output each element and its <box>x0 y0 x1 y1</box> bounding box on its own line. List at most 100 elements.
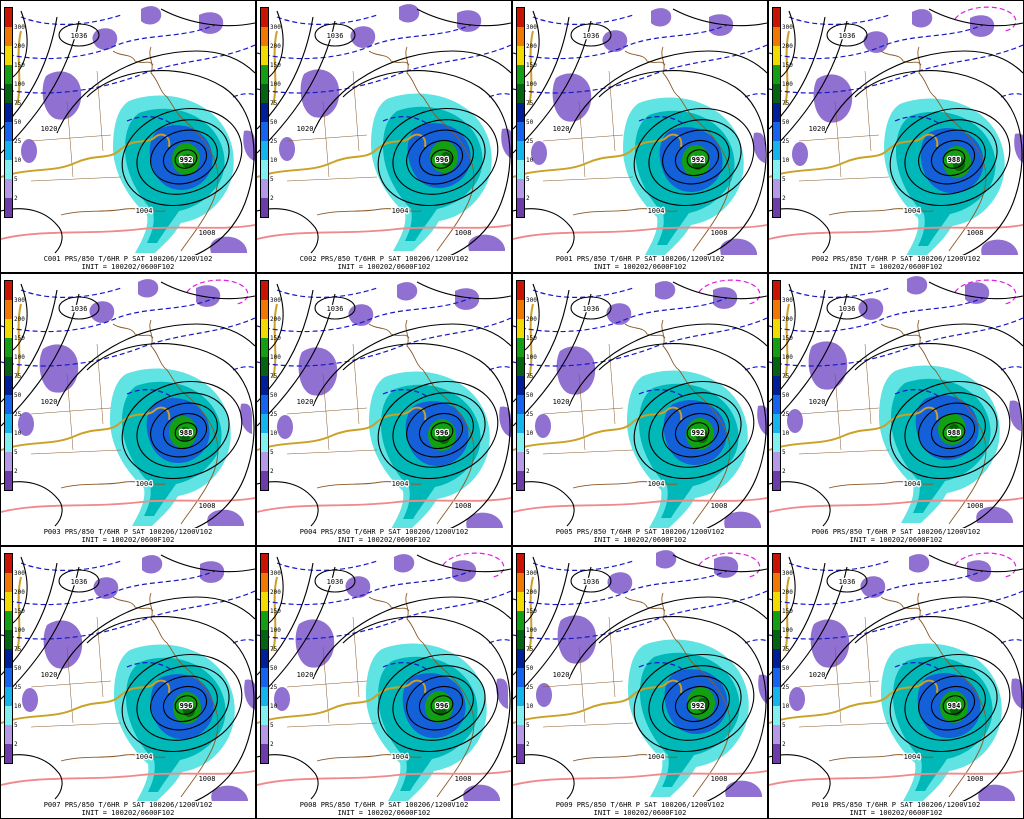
colorbar-tick-label: 100 <box>526 627 537 634</box>
map-labels-group: 1036 1020 1004 1008 992 <box>551 577 728 785</box>
colorbar-segment: 5 <box>773 160 786 183</box>
forecast-panel: 1036 1020 1004 1008 992 300 200 150 100 75 50… <box>512 0 768 273</box>
isobar-group <box>1 8 255 264</box>
contour-label-1020: 1020 <box>41 671 58 679</box>
colorbar-segment: 10 <box>517 687 533 710</box>
colorbar-segment: 75 <box>261 630 277 653</box>
colorbar-segment: 300 <box>5 8 25 31</box>
colorbar-tick-label: 10 <box>782 703 790 710</box>
colorbar-segment <box>261 744 268 763</box>
colorbar: 300 200 150 100 75 50 25 10 5 2 <box>260 553 281 764</box>
geography-group <box>798 319 987 525</box>
geography-group <box>286 46 475 252</box>
colorbar-segment: 300 <box>517 8 537 31</box>
coastline <box>661 592 731 798</box>
state-borders <box>30 70 122 182</box>
gulf-coast <box>316 754 422 762</box>
contour-label-1004: 1004 <box>392 480 409 488</box>
caption-line1: P007 PRS/850 T/6HR P SAT 100206/1200V102 <box>43 801 213 809</box>
low-center-label: 996 <box>436 156 449 164</box>
colorbar-tick-label: 200 <box>526 589 537 596</box>
colorbar-segment: 50 <box>517 103 533 126</box>
colorbar-tick-label: 2 <box>14 468 18 475</box>
map-labels-group: 1036 1020 1004 1008 992 <box>551 31 728 239</box>
weather-map: 1036 1020 1004 1008 988 <box>769 276 1023 537</box>
colorbar-segment: 2 <box>773 725 786 748</box>
colorbar-segment: 100 <box>517 611 537 634</box>
colorbar-tick-label: 100 <box>782 354 793 361</box>
contour-label-1004: 1004 <box>136 480 153 488</box>
colorbar-tick-label: 5 <box>14 722 18 729</box>
yellow-line-main <box>769 679 939 724</box>
map-labels-group: 1036 1020 1004 1008 988 <box>807 304 984 512</box>
contour-label-1020: 1020 <box>41 398 58 406</box>
magenta-contour <box>954 6 1017 32</box>
yellow-line-group <box>769 576 939 724</box>
gulf-coast <box>828 208 934 216</box>
colorbar-tick-label: 300 <box>782 570 793 577</box>
colorbar-tick-label: 300 <box>526 297 537 304</box>
contour-label-1036: 1036 <box>839 32 856 40</box>
colorbar-segment: 100 <box>773 611 793 634</box>
colorbar-tick-label: 2 <box>782 195 786 202</box>
colorbar: 300 200 150 100 75 50 25 10 5 2 <box>260 7 281 218</box>
contour-label-1008: 1008 <box>199 502 216 510</box>
colorbar-tick-label: 200 <box>526 316 537 323</box>
gulf-coast <box>572 754 678 762</box>
colorbar-tick-label: 300 <box>782 24 793 31</box>
yellow-line-west <box>528 30 534 106</box>
colorbar-tick-label: 25 <box>270 138 278 145</box>
colorbar-segment: 25 <box>517 395 533 418</box>
colorbar-tick-label: 2 <box>526 195 530 202</box>
colorbar-segment: 50 <box>5 376 21 399</box>
colorbar-segment: 100 <box>5 65 25 88</box>
coastline <box>917 46 987 252</box>
contour-label-1008: 1008 <box>967 502 984 510</box>
weather-map: 1036 1020 1004 1008 992 <box>513 8 767 264</box>
state-borders <box>30 616 122 728</box>
colorbar-tick-label: 75 <box>270 100 278 107</box>
lakes <box>112 323 154 339</box>
colorbar-tick-label: 5 <box>782 722 786 729</box>
colorbar-segment: 75 <box>261 357 277 380</box>
colorbar-segment: 50 <box>261 376 277 399</box>
low-center-label: 992 <box>692 702 705 710</box>
colorbar-tick-label: 10 <box>526 157 534 164</box>
colorbar-segment: 5 <box>261 160 274 183</box>
colorbar-tick-label: 200 <box>14 589 25 596</box>
caption-line1: P003 PRS/850 T/6HR P SAT 100206/1200V102 <box>43 528 213 536</box>
state-borders <box>30 343 122 455</box>
colorbar-segment: 25 <box>261 122 277 145</box>
colorbar-tick-label: 75 <box>270 373 278 380</box>
forecast-panel: 1036 1020 1004 1008 992 300 200 150 100 75 50… <box>512 273 768 546</box>
yellow-line-west <box>16 30 22 106</box>
caption-line1: P009 PRS/850 T/6HR P SAT 100206/1200V102 <box>555 801 725 809</box>
colorbar-segment: 150 <box>517 592 537 615</box>
isobar-group <box>1 554 255 810</box>
contour-label-1004: 1004 <box>904 480 921 488</box>
colorbar-tick-label: 5 <box>270 449 274 456</box>
colorbar-tick-label: 200 <box>270 316 281 323</box>
colorbar-segment: 100 <box>517 65 537 88</box>
map-labels-group: 1036 1020 1004 1008 996 <box>295 577 472 785</box>
colorbar-tick-label: 2 <box>14 741 18 748</box>
colorbar-segment <box>5 744 12 763</box>
yellow-line-west <box>16 576 22 652</box>
colorbar: 300 200 150 100 75 50 25 10 5 2 <box>772 280 793 491</box>
colorbar-segment: 50 <box>773 649 789 672</box>
yellow-line-group <box>257 576 427 724</box>
contour-label-1020: 1020 <box>553 125 570 133</box>
gulf-coast <box>572 208 678 216</box>
colorbar-segment: 25 <box>261 668 277 691</box>
caption-line1: P010 PRS/850 T/6HR P SAT 100206/1200V102 <box>811 801 981 809</box>
yellow-line-main <box>257 679 427 724</box>
panel-caption: P003 PRS/850 T/6HR P SAT 100206/1200V102… <box>1 528 255 544</box>
contour-label-1020: 1020 <box>297 398 314 406</box>
caption-line2: INIT = 100202/0600F102 <box>849 263 943 271</box>
gulf-coast <box>60 481 166 489</box>
lakes <box>880 323 922 339</box>
colorbar-tick-label: 2 <box>782 468 786 475</box>
yellow-line-west <box>784 30 790 106</box>
map-labels-group: 1036 1020 1004 1008 992 <box>551 304 728 512</box>
colorbar-tick-label: 100 <box>782 627 793 634</box>
